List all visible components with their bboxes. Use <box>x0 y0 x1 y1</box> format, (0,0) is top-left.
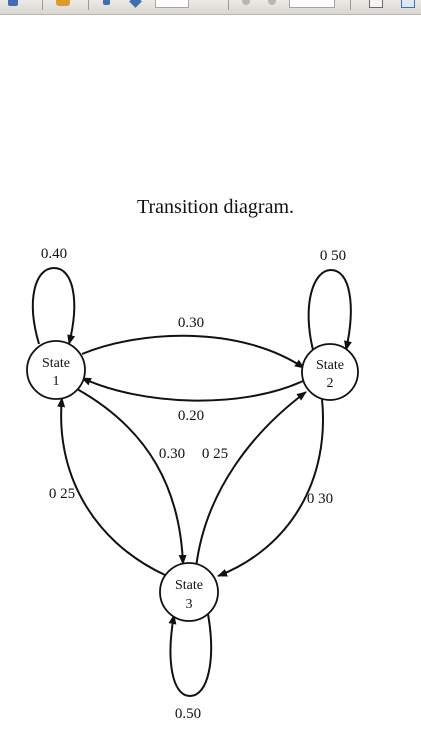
toolbar-divider <box>88 0 89 10</box>
label-s2-to-s1: 0.20 <box>178 408 204 424</box>
page-up-icon[interactable] <box>100 0 112 8</box>
zoom-out-icon[interactable] <box>240 0 252 8</box>
zoom-field[interactable] <box>289 0 335 8</box>
page-number-field[interactable] <box>155 0 189 8</box>
edge-s3-self <box>168 613 213 698</box>
state-1: State 1 <box>26 340 86 400</box>
fit-page-icon[interactable] <box>368 0 384 8</box>
tool-icon[interactable] <box>6 0 20 8</box>
edge-s3-to-s2 <box>195 391 307 569</box>
state-3: State 3 <box>159 562 219 622</box>
zoom-in-icon[interactable] <box>266 0 278 8</box>
orange-tool-icon[interactable] <box>55 0 71 8</box>
edge-s3-to-s1 <box>57 397 166 576</box>
label-s3-self: 0.50 <box>175 706 201 722</box>
label-s3-to-s1: 0 25 <box>49 486 75 502</box>
edge-s2-to-s1 <box>81 377 304 402</box>
label-s1-to-s2: 0.30 <box>178 315 204 331</box>
label-s1-to-s3: 0.30 <box>159 446 185 462</box>
label-s1-self: 0.40 <box>41 246 67 262</box>
state-1-number: 1 <box>53 374 60 389</box>
toolbar-divider <box>350 0 351 10</box>
state-3-number: 3 <box>186 597 193 612</box>
toolbar <box>0 0 421 15</box>
state-2-number: 2 <box>327 376 334 391</box>
state-1-label: State <box>42 356 70 371</box>
edge-s1-to-s2 <box>81 334 305 369</box>
state-2-label: State <box>316 358 344 373</box>
edge-s1-self <box>31 266 76 345</box>
window-icon[interactable] <box>400 0 416 8</box>
edge-s2-to-s3 <box>217 398 324 577</box>
label-s2-to-s3: 0 30 <box>307 491 333 507</box>
edge-s2-self <box>307 268 352 351</box>
label-s2-self: 0 50 <box>320 248 346 264</box>
toolbar-divider <box>228 0 229 10</box>
toolbar-divider <box>42 0 43 10</box>
state-3-label: State <box>175 578 203 593</box>
edge-s1-to-s3 <box>76 388 187 565</box>
state-2: State 2 <box>301 343 359 401</box>
diagram-title: Transition diagram. <box>136 196 295 218</box>
label-s3-to-s2: 0 25 <box>202 446 228 462</box>
